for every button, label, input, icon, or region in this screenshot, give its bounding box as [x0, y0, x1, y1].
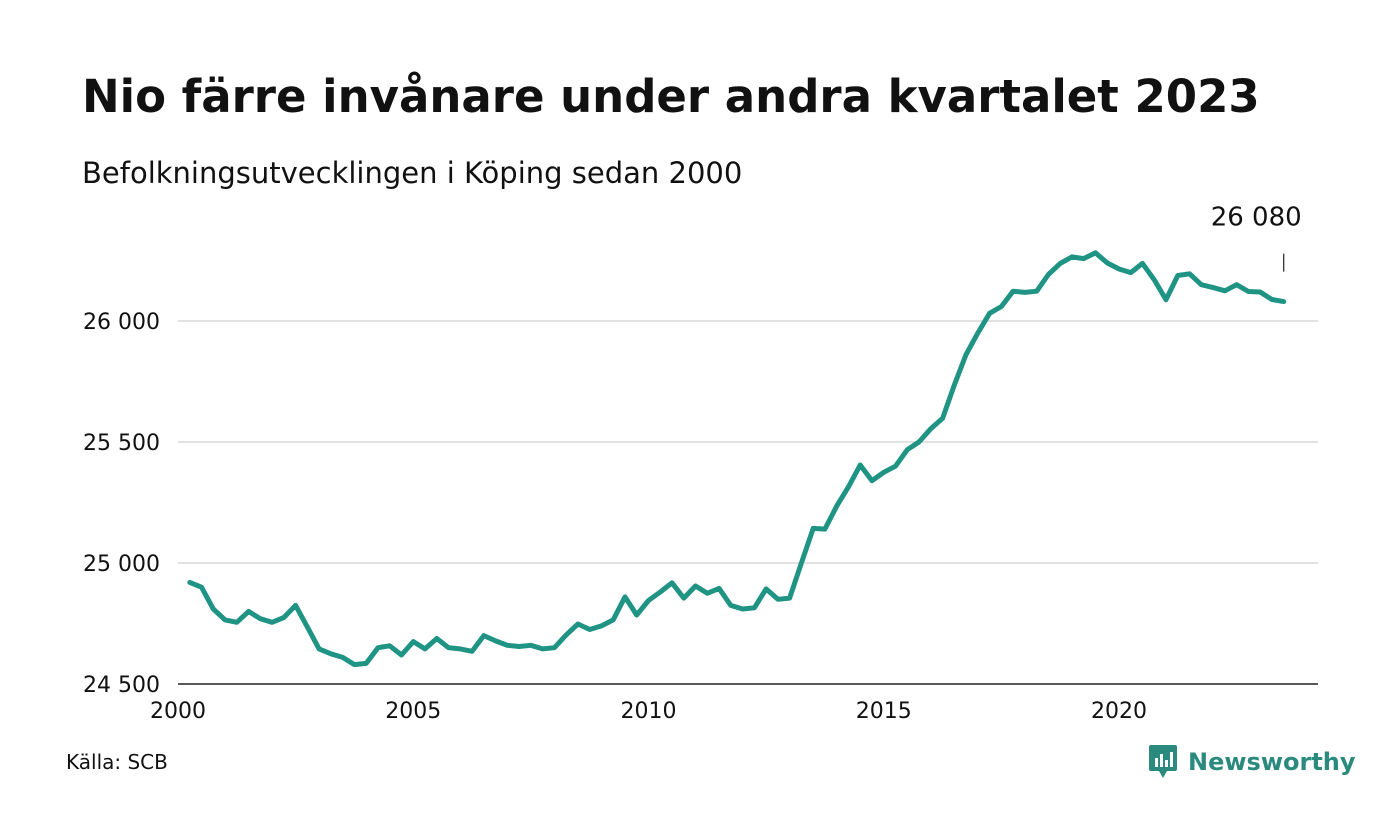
source-note: Källa: SCB — [66, 750, 168, 774]
x-tick-label: 2010 — [621, 699, 677, 724]
newsworthy-logo-icon — [1149, 745, 1177, 778]
y-tick-label: 26 000 — [83, 310, 160, 335]
brand-name: Newsworthy — [1188, 748, 1356, 776]
chart-subtitle: Befolkningsutvecklingen i Köping sedan 2… — [82, 156, 743, 190]
x-tick-label: 2015 — [856, 699, 912, 724]
brand-logo[interactable]: Newsworthy — [1148, 744, 1356, 780]
y-tick-label: 24 500 — [83, 673, 160, 698]
y-tick-label: 25 000 — [83, 552, 160, 577]
last-value-label: 26 080 — [1211, 203, 1302, 233]
grid-lines — [178, 320, 1318, 564]
x-tick-label: 2020 — [1091, 699, 1147, 724]
chart-title: Nio färre invånare under andra kvartalet… — [82, 70, 1260, 123]
x-tick-label: 2000 — [150, 699, 206, 724]
y-tick-label: 25 500 — [83, 431, 160, 456]
y-tick-labels: 24 500 25 000 25 500 26 000 — [83, 310, 160, 698]
x-tick-label: 2005 — [385, 699, 441, 724]
x-tick-labels: 2000 2005 2010 2015 2020 — [150, 699, 1147, 724]
series-line — [187, 250, 1287, 668]
